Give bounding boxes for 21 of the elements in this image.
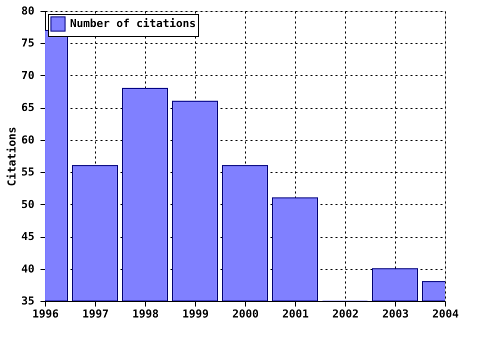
y-tick-label: 35: [21, 294, 34, 308]
x-tick-label: 2000: [232, 308, 259, 320]
x-tick-label: 1997: [82, 308, 109, 320]
y-tick-label: 55: [21, 166, 34, 179]
y-tick-label: 50: [21, 198, 34, 211]
y-tick-label: 80: [21, 4, 34, 18]
x-tick-label: 2002: [332, 308, 359, 320]
y-tick-label: 45: [21, 230, 34, 244]
x-tick-label: 2003: [382, 308, 409, 320]
y-tick-label: 75: [21, 36, 34, 50]
x-tick-label: 1996: [32, 308, 60, 320]
x-tick-label: 1998: [132, 308, 159, 320]
y-axis-title: Citations: [5, 126, 18, 186]
x-tick-label: 2001: [282, 308, 310, 320]
y-tick-label: 60: [21, 133, 34, 146]
y-tick-label: 70: [21, 68, 34, 82]
y-tick-label: 40: [21, 262, 34, 276]
x-tick-label: 2004: [432, 308, 460, 320]
y-tick-label: 65: [21, 101, 34, 114]
x-tick-label: 1999: [182, 308, 209, 320]
legend-label: Number of citations: [70, 17, 196, 30]
